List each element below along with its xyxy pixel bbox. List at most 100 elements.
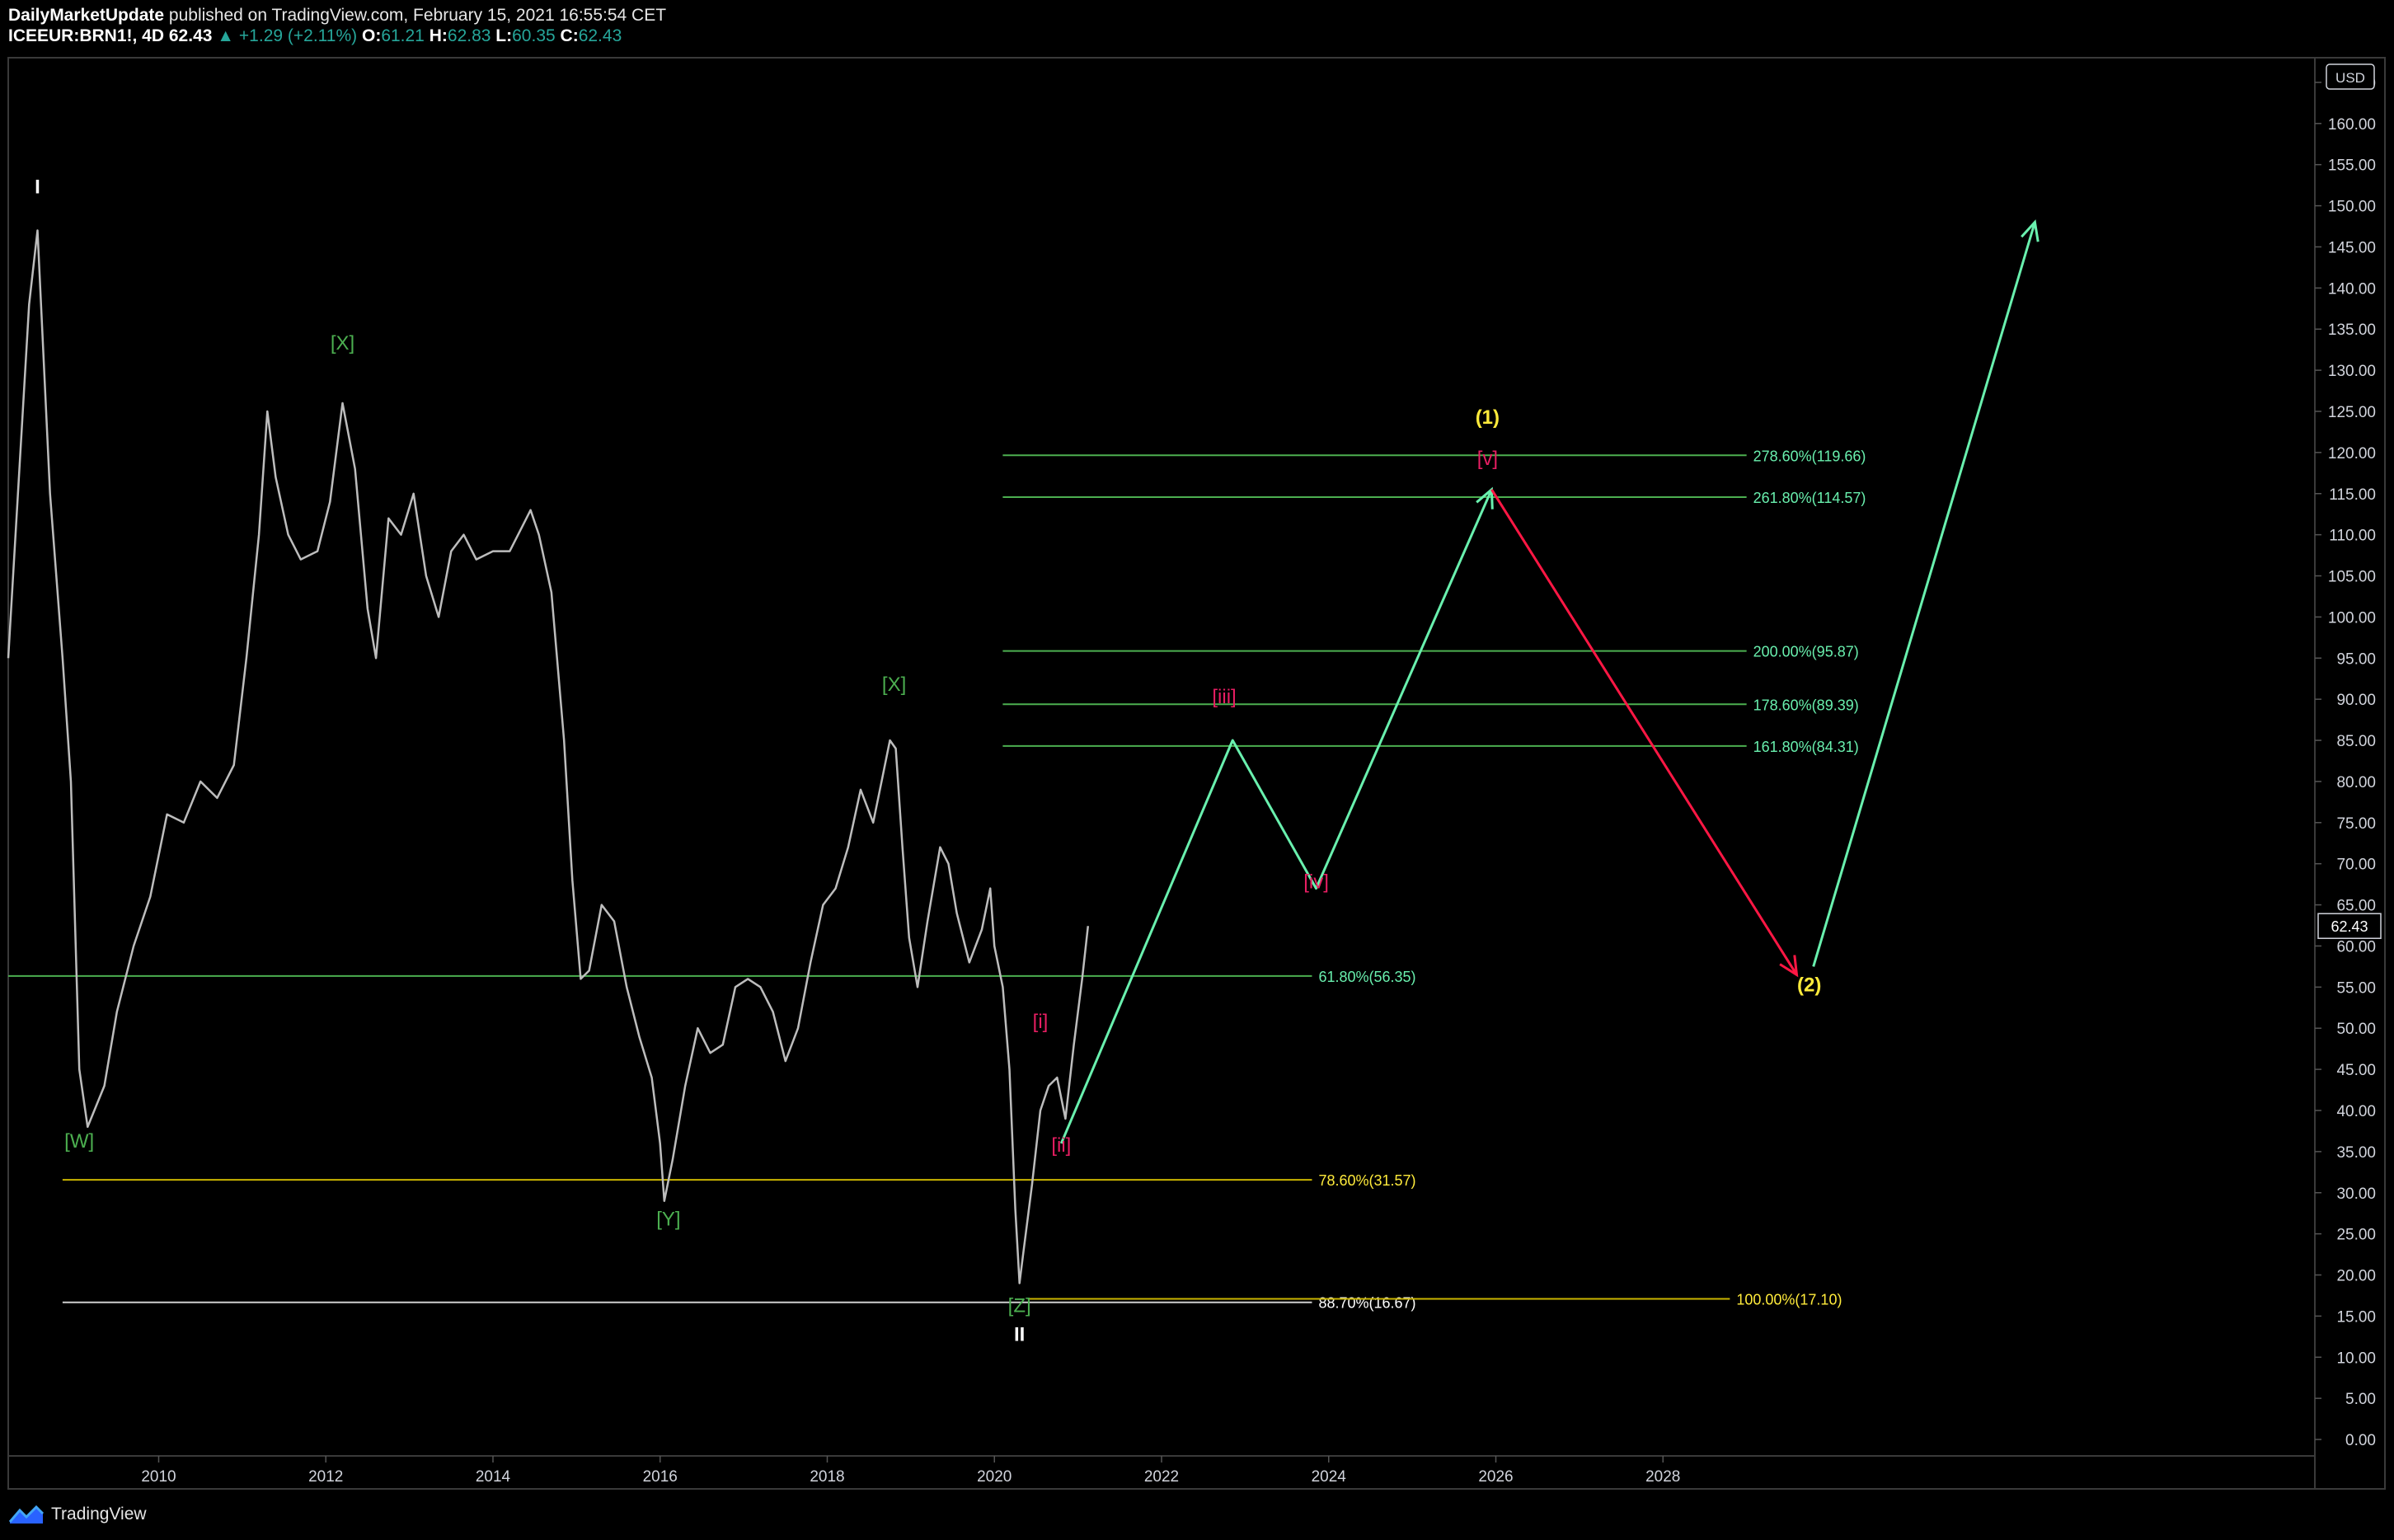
projection-wave-3 [1812,222,2036,967]
y-tick-label-28: 140.00 [2328,280,2376,298]
price-line [7,229,1090,1284]
price-series [7,229,1090,1284]
wave-label-6: II [1014,1323,1025,1345]
y-tick-label-4: 20.00 [2336,1268,2376,1285]
wave-label-5: [Z] [1008,1294,1031,1317]
y-tick-label-27: 135.00 [2328,322,2376,339]
y-tick-label-24: 120.00 [2328,445,2376,462]
y-tick-label-11: 55.00 [2336,979,2376,997]
publish-info: published on TradingView.com, February 1… [168,6,667,25]
low-label: L: [495,26,513,45]
y-tick-label-7: 35.00 [2336,1144,2376,1162]
y-tick-label-22: 110.00 [2329,528,2376,545]
x-tick-label-5: 2020 [977,1468,1012,1486]
x-tick-label-3: 2016 [643,1468,678,1486]
y-tick-label-8: 40.00 [2336,1103,2376,1120]
y-tick-label-3: 15.00 [2336,1308,2376,1326]
last-price: 62.43 [168,26,213,45]
y-tick-label-14: 70.00 [2336,857,2376,874]
wave-label-7: [i] [1033,1011,1049,1033]
x-tick-label-6: 2022 [1144,1468,1179,1486]
fib-label-2: 200.00%(95.87) [1753,644,1859,660]
plot-area[interactable] [7,57,2386,1490]
y-tick-label-16: 80.00 [2336,774,2376,791]
projection-paths [1059,219,2040,1144]
y-tick-label-2: 10.00 [2336,1350,2376,1367]
projection-wave-3-arrowhead [2021,219,2040,242]
y-tick-label-19: 95.00 [2336,650,2376,668]
x-tick-label-4: 2018 [810,1468,844,1486]
y-tick-label-10: 50.00 [2336,1021,2376,1038]
author-name[interactable]: DailyMarketUpdate [8,6,165,25]
fib-levels: 278.60%(119.66) 261.80%(114.57) 200.00%(95… [8,448,1866,1312]
fib-label-8: 100.00%(17.10) [1736,1291,1842,1308]
last-price-badge-label: 62.43 [2331,918,2368,935]
y-tick-label-31: 155.00 [2328,157,2376,175]
projection-impulse [1059,489,1493,1144]
high-value: 62.83 [447,26,491,45]
fib-label-1: 261.80%(114.57) [1753,490,1866,506]
ohlc-line: ICEEUR:BRN1!, 4D 62.43 ▲ +1.29 (+2.11%) … [8,26,666,46]
projection-correction-arrowhead [1779,955,1799,978]
y-tick-label-6: 30.00 [2336,1186,2376,1203]
x-tick-label-8: 2026 [1478,1468,1513,1486]
wave-label-9: [iii] [1212,686,1236,708]
tradingview-brand[interactable]: TradingView [8,1504,147,1525]
fib-label-3: 178.60%(89.39) [1753,697,1859,713]
currency-badge [2326,63,2375,90]
y-tick-label-12: 60.00 [2336,938,2376,955]
x-tick-label-0: 2010 [141,1468,176,1486]
fib-label-4: 161.80%(84.31) [1753,739,1859,755]
y-tick-label-20: 100.00 [2328,609,2376,627]
high-label: H: [429,26,448,45]
wave-label-11: (1) [1476,406,1500,429]
wave-label-4: [X] [882,674,906,696]
y-tick-label-18: 90.00 [2336,692,2376,709]
wave-label-13: (2) [1797,974,1821,996]
x-tick-label-1: 2012 [308,1468,343,1486]
brand-name: TradingView [51,1505,147,1524]
up-arrow-icon: ▲ [217,26,235,45]
chart-header: DailyMarketUpdate published on TradingVi… [8,5,666,46]
open-value: 61.21 [381,26,425,45]
projection-correction [1490,489,1798,976]
y-tick-label-25: 125.00 [2328,404,2376,421]
y-tick-label-5: 25.00 [2336,1227,2376,1244]
x-tick-label-2: 2014 [476,1468,511,1486]
y-tick-label-29: 145.00 [2328,239,2376,256]
wave-label-0: I [35,176,40,199]
symbol-label[interactable]: ICEEUR:BRN1!, 4D [8,26,165,45]
publish-line: DailyMarketUpdate published on TradingVi… [8,5,666,26]
wave-labels: I [X] [W] [Y] [X] [Z] II [i] [ii] [iii] [iv] (1) [v]… [35,176,1821,1346]
y-tick-label-21: 105.00 [2328,569,2376,586]
change-value: +1.29 (+2.11%) [238,26,358,45]
wave-label-8: [ii] [1051,1134,1071,1157]
wave-label-10: [iv] [1303,871,1329,894]
y-tick-label-17: 85.00 [2336,733,2376,750]
price-axis[interactable]: 0.00 5.00 10.00 15.00 20.00 25.00 30.00 35.00 40… [2315,75,2376,1449]
y-tick-label-9: 45.00 [2336,1062,2376,1079]
y-tick-label-0: 0.00 [2345,1432,2376,1449]
low-value: 60.35 [512,26,556,45]
wave-label-2: [W] [64,1130,94,1153]
wave-label-3: [Y] [656,1209,680,1231]
last-price-badge [2317,913,2382,939]
tradingview-logo-icon [8,1505,45,1524]
axis-badges: USD 62.43 [2317,63,2382,939]
wave-label-1: [X] [331,332,354,354]
currency-label: USD [2335,70,2365,86]
y-tick-label-30: 150.00 [2328,199,2376,216]
wave-label-12: [v] [1477,448,1498,470]
close-label: C: [560,26,579,45]
y-tick-label-23: 115.00 [2329,486,2376,504]
y-tick-label-15: 75.00 [2336,815,2376,833]
open-label: O: [361,26,382,45]
fib-label-7: 88.70%(16.67) [1318,1295,1415,1312]
time-axis[interactable]: 2010 2012 2014 2016 2018 2020 2022 2024 2026 2028 [141,1456,1680,1486]
y-tick-label-1: 5.00 [2345,1391,2376,1408]
y-tick-label-13: 65.00 [2336,898,2376,915]
fib-label-0: 278.60%(119.66) [1753,448,1866,464]
y-tick-label-26: 130.00 [2328,363,2376,380]
x-tick-label-7: 2024 [1312,1468,1347,1486]
